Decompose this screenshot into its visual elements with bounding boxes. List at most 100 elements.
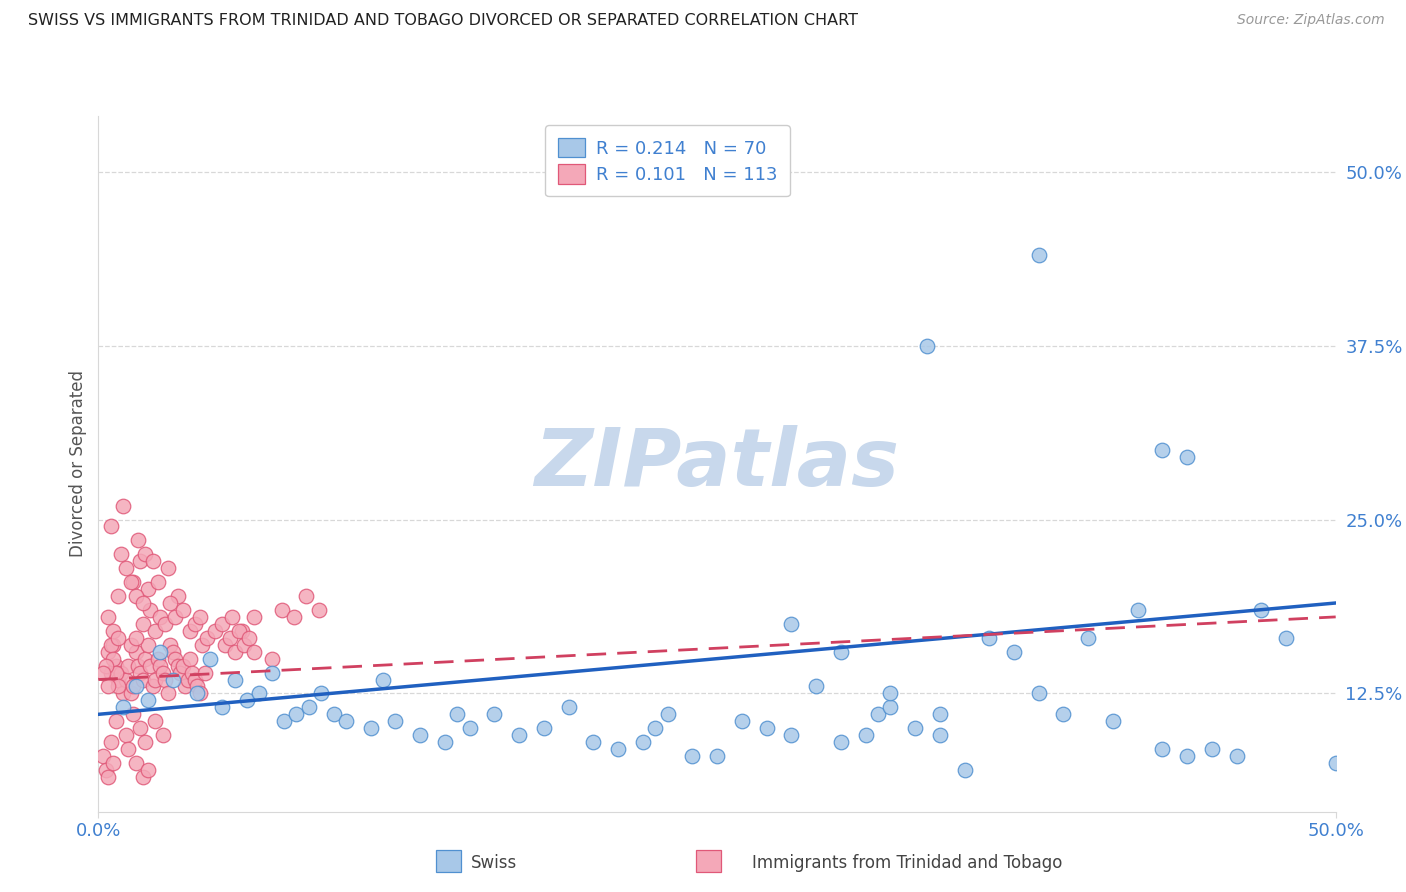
Point [904,721,927,735]
Point [1324,756,1347,770]
Point [124,589,146,603]
Point [143,673,166,687]
Point [142,554,165,568]
Point [211,700,233,714]
Point [295,589,318,603]
Point [94,763,117,777]
Point [1175,450,1198,464]
Point [142,680,165,694]
Point [143,714,166,729]
Point [1201,742,1223,756]
Point [191,638,214,652]
Point [371,673,394,687]
Point [122,575,145,590]
Point [100,735,122,749]
Point [100,519,122,533]
Point [132,616,155,631]
Point [162,645,184,659]
Text: Immigrants from Trinidad and Tobago: Immigrants from Trinidad and Tobago [752,855,1063,872]
Point [136,693,159,707]
Point [127,658,149,673]
Point [1052,707,1074,722]
Point [243,610,266,624]
Point [129,554,152,568]
Point [146,651,169,665]
Point [122,707,145,722]
Point [224,673,246,687]
Point [159,596,181,610]
Point [184,616,207,631]
Point [804,680,827,694]
Point [169,665,191,680]
Point [104,658,127,673]
Point [1102,714,1125,729]
Point [103,756,125,770]
Y-axis label: Divorced or Separated: Divorced or Separated [69,370,87,558]
Point [879,686,901,700]
Point [283,610,305,624]
Point [156,561,179,575]
Point [218,631,240,645]
Point [104,665,127,680]
Point [166,658,188,673]
Point [1175,749,1198,764]
Point [260,665,283,680]
Point [953,763,976,777]
Point [110,665,132,680]
Point [149,610,172,624]
Point [446,707,468,722]
Point [830,735,852,749]
Point [143,624,166,638]
Point [129,665,152,680]
Legend: R = 0.214   N = 70, R = 0.101   N = 113: R = 0.214 N = 70, R = 0.101 N = 113 [546,125,790,196]
Point [335,714,357,729]
Point [308,603,330,617]
Point [120,638,142,652]
Point [136,582,159,596]
Point [188,686,211,700]
Point [94,658,117,673]
Point [1152,742,1174,756]
Point [484,707,506,722]
Point [188,610,211,624]
Point [152,665,174,680]
Point [830,645,852,659]
Point [139,603,162,617]
Point [186,680,208,694]
Point [117,658,139,673]
Point [928,728,950,742]
Point [124,645,146,659]
Point [172,658,194,673]
Point [1152,442,1174,457]
Point [238,631,260,645]
Point [149,645,172,659]
Point [706,749,728,764]
Point [117,742,139,756]
Point [917,338,939,352]
Point [124,756,146,770]
Point [134,651,156,665]
Point [114,561,136,575]
Point [100,665,122,680]
Point [879,700,901,714]
Point [159,638,181,652]
Point [979,631,1001,645]
Point [112,686,135,700]
Point [1126,603,1149,617]
Point [204,624,226,638]
Point [1250,603,1272,617]
Point [165,610,187,624]
Point [866,707,889,722]
Point [132,673,155,687]
Point [582,735,605,749]
Point [127,533,149,548]
Point [260,651,283,665]
Point [120,575,142,590]
Point [114,728,136,742]
Point [755,721,778,735]
Point [136,638,159,652]
Point [162,673,184,687]
Point [124,631,146,645]
Point [156,686,179,700]
Point [1275,631,1298,645]
